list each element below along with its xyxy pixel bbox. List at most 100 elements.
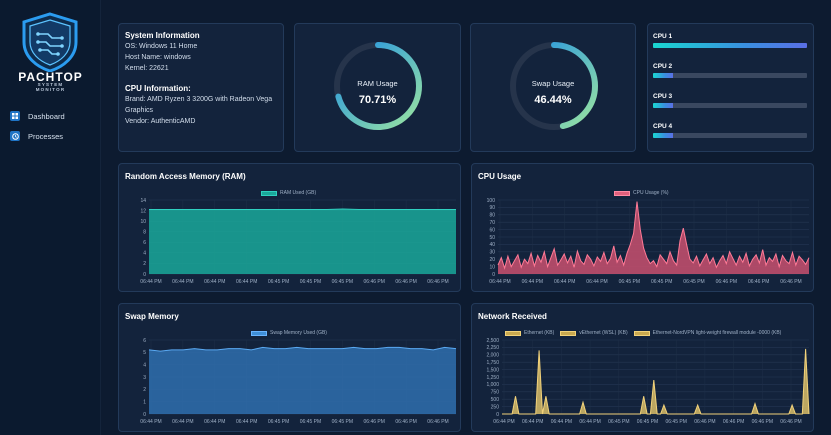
ram-usage-chart: 0 2 4 6 8 10 12 14 06:44 PM 06:44 PM 06:44 PM 06:44… bbox=[140, 198, 456, 285]
chart-title: Random Access Memory (RAM) bbox=[125, 172, 246, 181]
cpu-core-label: CPU 3 bbox=[653, 93, 673, 100]
y-tick-label: 5 bbox=[143, 350, 146, 356]
brand-subtitle-line2: MONITOR bbox=[35, 87, 66, 92]
x-tick-label: 06:44 PM bbox=[493, 419, 514, 425]
sidebar-item-dashboard[interactable]: Dashboard bbox=[10, 109, 65, 123]
x-tick-label: 06:46 PM bbox=[723, 419, 744, 425]
x-tick-label: 06:46 PM bbox=[748, 279, 769, 285]
y-tick-label: 2,000 bbox=[486, 353, 499, 359]
cpu-core-bar bbox=[653, 73, 807, 78]
ram-gauge-card: RAM Usage 70.71% bbox=[294, 23, 461, 152]
y-tick-label: 50 bbox=[489, 235, 495, 241]
ram-gauge-arc bbox=[334, 42, 422, 130]
cpu-core-bar bbox=[653, 103, 807, 108]
y-tick-label: 40 bbox=[489, 242, 495, 248]
ram-chart-card: Random Access Memory (RAM) RAM Used (GB)… bbox=[118, 163, 461, 292]
legend-label: Swap Memory Used (GB) bbox=[270, 330, 327, 336]
y-tick-label: 10 bbox=[140, 219, 146, 225]
x-tick-label: 06:44 PM bbox=[522, 419, 543, 425]
x-tick-label: 06:44 PM bbox=[236, 279, 257, 285]
x-tick-label: 06:44 PM bbox=[489, 279, 510, 285]
legend-label: vEthernet (WSL) (KB) bbox=[579, 330, 628, 336]
os-value: OS: Windows 11 Home bbox=[125, 43, 198, 50]
swap-gauge-value: 46.44% bbox=[534, 94, 572, 106]
y-tick-label: 90 bbox=[489, 205, 495, 211]
chart-title: Network Received bbox=[478, 312, 547, 321]
x-tick-label: 06:44 PM bbox=[172, 419, 193, 425]
chart-legend: RAM Used (GB) bbox=[261, 190, 316, 196]
x-tick-label: 06:44 PM bbox=[172, 279, 193, 285]
x-tick-label: 06:44 PM bbox=[204, 279, 225, 285]
legend-swatch bbox=[505, 330, 521, 336]
y-tick-label: 0 bbox=[492, 272, 495, 278]
x-tick-label: 06:45 PM bbox=[608, 419, 629, 425]
y-tick-label: 60 bbox=[489, 227, 495, 233]
y-tick-label: 80 bbox=[489, 213, 495, 219]
y-tick-label: 0 bbox=[143, 412, 146, 418]
y-tick-label: 2 bbox=[143, 387, 146, 393]
cpu-core-bar bbox=[653, 43, 807, 48]
swap-gauge-label: Swap Usage bbox=[531, 79, 575, 88]
y-tick-label: 1,750 bbox=[486, 360, 499, 366]
legend-swatch bbox=[261, 190, 277, 196]
legend-label: Ethernet-NordVPN light-weight firewall m… bbox=[652, 330, 782, 336]
y-tick-label: 1 bbox=[143, 399, 146, 405]
chart-legend: CPU Usage (%) bbox=[614, 190, 669, 196]
y-tick-label: 70 bbox=[489, 220, 495, 226]
shield-logo-icon bbox=[22, 12, 78, 72]
series-area bbox=[502, 348, 809, 414]
x-tick-label: 06:46 PM bbox=[395, 419, 416, 425]
legend-swatch bbox=[560, 330, 577, 336]
cpu-brand-value-cont: Graphics bbox=[125, 107, 154, 114]
x-tick-label: 06:45 PM bbox=[665, 419, 686, 425]
cpu-core-bar-fill bbox=[653, 103, 674, 108]
cpu-chart-card: CPU Usage CPU Usage (%) 0 10 20 30 40 50 60 70 8… bbox=[471, 163, 814, 292]
brand-name: PACHTOP bbox=[18, 70, 83, 84]
chart-title: Swap Memory bbox=[125, 312, 179, 321]
series-line bbox=[502, 348, 810, 415]
x-tick-label: 06:45 PM bbox=[300, 279, 321, 285]
x-tick-label: 06:44 PM bbox=[236, 419, 257, 425]
cpu-cores-card: CPU 1 CPU 2 CPU 3 CPU 4 bbox=[647, 23, 814, 152]
y-tick-label: 3 bbox=[143, 375, 146, 381]
x-tick-label: 06:46 PM bbox=[427, 419, 448, 425]
cpu-info-title: CPU Information: bbox=[125, 84, 191, 93]
y-tick-label: 750 bbox=[491, 390, 500, 396]
y-tick-label: 4 bbox=[143, 362, 146, 368]
y-tick-label: 20 bbox=[489, 257, 495, 263]
x-tick-label: 06:44 PM bbox=[522, 279, 543, 285]
y-tick-label: 0 bbox=[496, 412, 499, 418]
ram-gauge-value: 70.71% bbox=[358, 94, 397, 106]
cpu-core-bar-fill bbox=[653, 43, 807, 48]
x-tick-label: 06:44 PM bbox=[579, 419, 600, 425]
x-tick-label: 06:44 PM bbox=[554, 279, 575, 285]
x-tick-label: 06:46 PM bbox=[752, 419, 773, 425]
series-line bbox=[149, 208, 456, 210]
legend-swatch bbox=[614, 190, 630, 196]
ram-gauge bbox=[334, 42, 422, 130]
x-tick-label: 06:46 PM bbox=[427, 279, 448, 285]
y-tick-label: 2,250 bbox=[486, 345, 499, 351]
cpu-core-bar bbox=[653, 133, 807, 138]
series-area bbox=[498, 201, 809, 274]
ram-gauge-label: RAM Usage bbox=[357, 79, 398, 88]
swap-gauge bbox=[510, 42, 598, 130]
y-tick-label: 2,500 bbox=[486, 338, 499, 344]
processes-icon bbox=[10, 131, 20, 141]
x-tick-label: 06:44 PM bbox=[140, 279, 161, 285]
y-tick-label: 1,000 bbox=[486, 382, 499, 388]
x-tick-label: 06:46 PM bbox=[364, 419, 385, 425]
cpu-core-label: CPU 4 bbox=[653, 123, 673, 130]
y-tick-label: 30 bbox=[489, 250, 495, 256]
sidebar: PACHTOP SYSTEM MONITOR Dashboard Process… bbox=[0, 0, 101, 435]
system-info-card: System Information OS: Windows 11 Home H… bbox=[118, 23, 284, 152]
y-tick-label: 10 bbox=[489, 264, 495, 270]
sidebar-item-processes[interactable]: Processes bbox=[10, 129, 63, 143]
x-tick-label: 06:45 PM bbox=[268, 279, 289, 285]
cpu-core-bar-fill bbox=[653, 133, 674, 138]
y-tick-label: 2 bbox=[143, 261, 146, 267]
y-tick-label: 1,500 bbox=[486, 367, 499, 373]
cpu-core-label: CPU 2 bbox=[653, 63, 673, 70]
x-tick-label: 06:46 PM bbox=[395, 279, 416, 285]
